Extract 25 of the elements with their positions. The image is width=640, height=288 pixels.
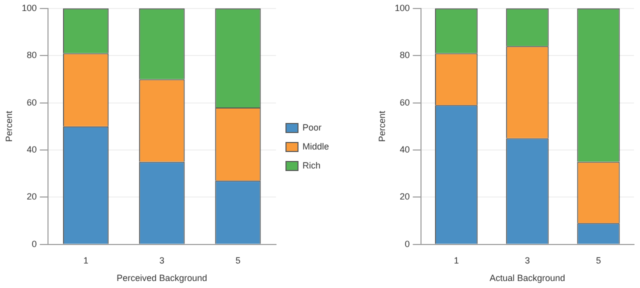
x-tick-label: 3	[159, 255, 164, 266]
y-tick-label: 40	[400, 144, 410, 154]
y-axis-title: Percent	[376, 110, 387, 142]
legend-label: Poor	[302, 122, 322, 132]
x-tick-label: 5	[596, 255, 601, 266]
y-tick-label: 0	[404, 238, 410, 249]
legend-label: Middle	[302, 141, 330, 152]
y-tick-label: 100	[394, 2, 410, 13]
y-tick-label: 0	[32, 238, 37, 249]
x-tick-label: 1	[454, 255, 459, 266]
y-tick-label: 20	[400, 192, 410, 202]
y-tick-label: 20	[26, 192, 37, 202]
x-axis-title: Perceived Background	[116, 273, 208, 284]
y-tick-label: 80	[26, 50, 37, 60]
x-tick-label: 1	[83, 255, 88, 266]
x-tick-label: 3	[524, 255, 530, 266]
y-tick-label: 80	[400, 50, 410, 60]
y-tick-label: 60	[400, 97, 410, 108]
x-tick-label: 5	[235, 255, 240, 266]
x-axis-title: Actual Background	[490, 273, 566, 284]
y-tick-label: 40	[26, 144, 37, 154]
y-axis-title: Percent	[4, 110, 14, 142]
y-tick-label: 100	[22, 2, 37, 13]
legend-label: Rich	[302, 160, 321, 170]
y-tick-label: 60	[26, 97, 37, 108]
